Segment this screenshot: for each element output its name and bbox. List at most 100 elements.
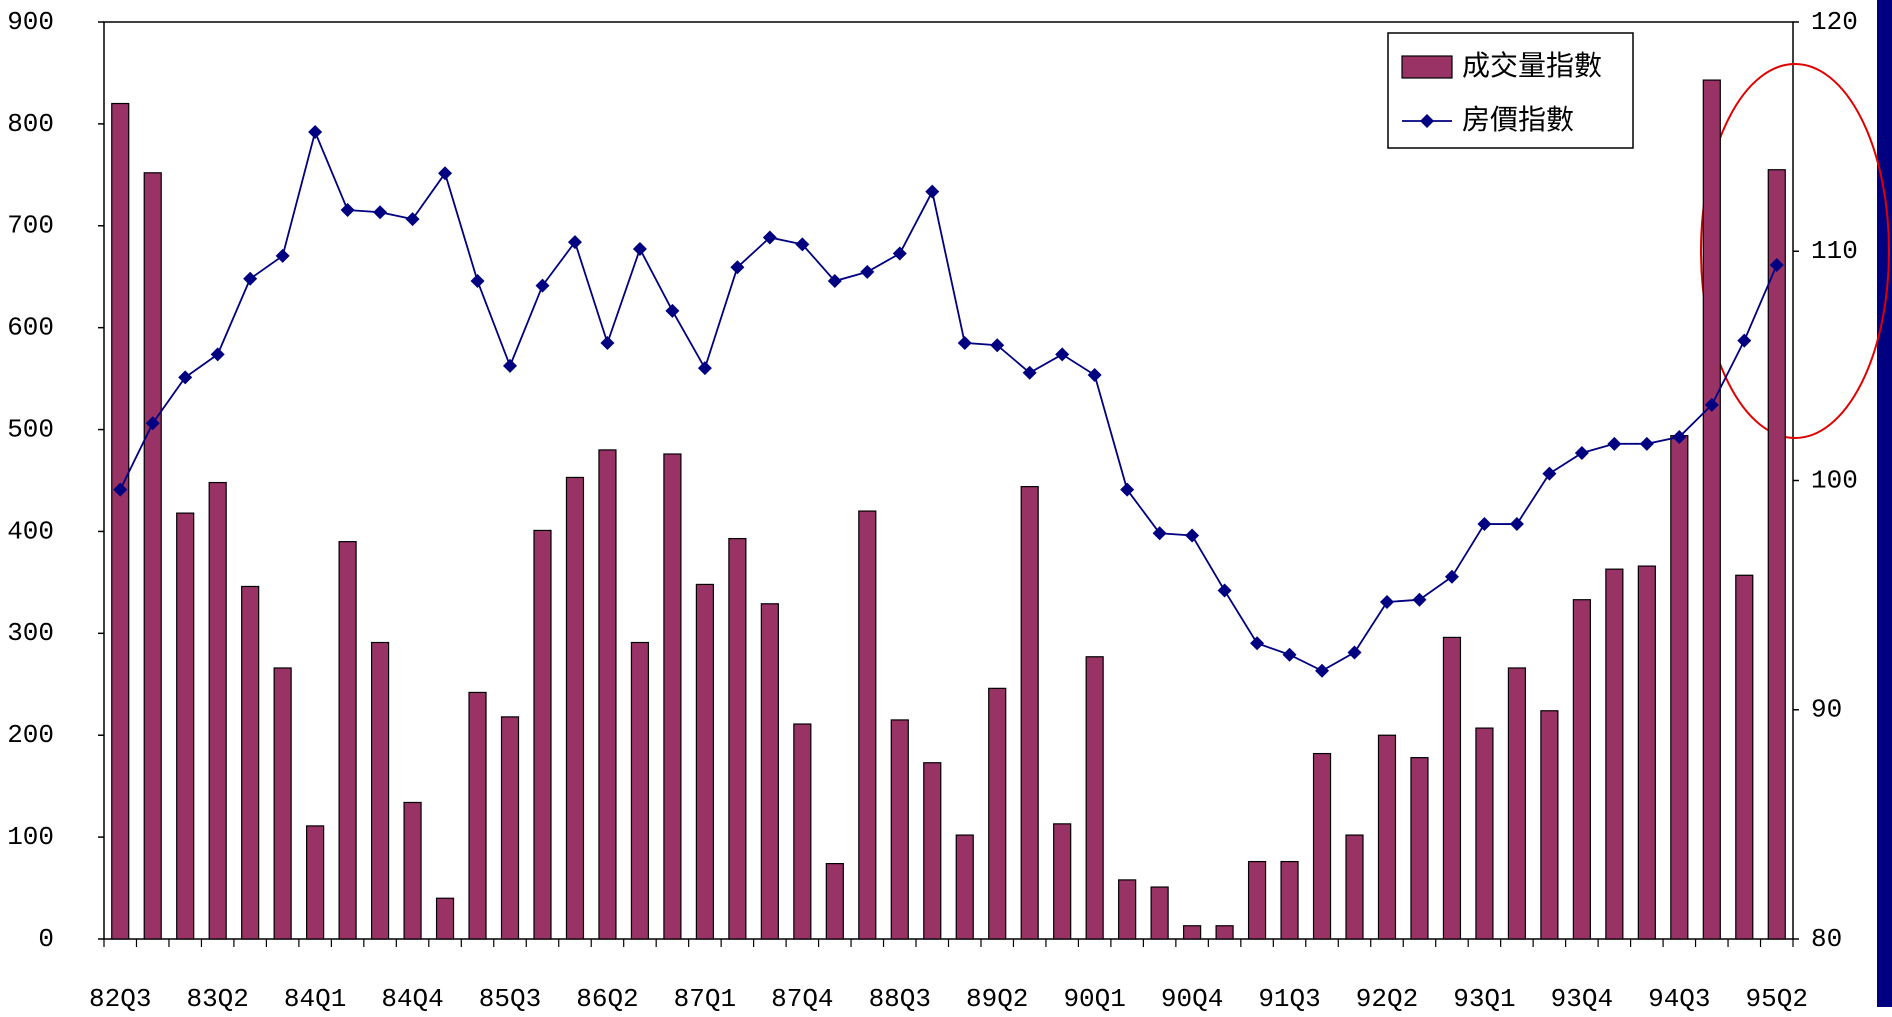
bar [273, 667, 292, 940]
marker [535, 278, 550, 293]
y2-tick-label: 80 [1811, 924, 1842, 954]
marker [762, 230, 777, 245]
legend-label: 房價指數 [1462, 103, 1574, 136]
y-tick-label: 400 [7, 516, 54, 546]
bar [663, 453, 682, 940]
bar [1345, 834, 1364, 940]
marker [1315, 663, 1330, 678]
marker [925, 184, 940, 199]
y-tick-label: 100 [7, 822, 54, 852]
marker [470, 274, 485, 289]
bar [1767, 169, 1786, 940]
marker [1185, 528, 1200, 543]
marker [730, 260, 745, 275]
y2-tick-label: 90 [1811, 695, 1842, 725]
bar [695, 583, 714, 940]
bar [241, 585, 260, 940]
bar [1053, 823, 1072, 940]
legend-label: 成交量指數 [1462, 49, 1602, 82]
x-tick-label: 93Q1 [1453, 984, 1515, 1014]
marker [1737, 333, 1752, 348]
bar [176, 512, 195, 940]
x-tick-label: 82Q3 [89, 984, 151, 1014]
bar [143, 172, 162, 940]
x-tick-label: 85Q3 [479, 984, 541, 1014]
marker [1120, 482, 1135, 497]
x-tick-label: 84Q4 [381, 984, 443, 1014]
bar [1183, 925, 1202, 940]
marker [957, 335, 972, 350]
bar [306, 825, 325, 940]
bar [1637, 565, 1656, 940]
bar [1507, 667, 1527, 940]
bar [1247, 860, 1267, 940]
marker [1379, 595, 1394, 610]
y-tick-label: 600 [7, 313, 54, 343]
x-tick-label: 90Q4 [1161, 984, 1223, 1014]
marker [1769, 258, 1784, 273]
x-tick-label: 89Q2 [966, 984, 1028, 1014]
marker [665, 303, 680, 318]
bar [955, 834, 974, 940]
bar [1702, 79, 1721, 940]
marker [1217, 583, 1232, 598]
marker [178, 370, 193, 385]
bar [435, 897, 455, 940]
marker [438, 166, 453, 181]
marker [990, 338, 1005, 353]
bar [1118, 879, 1137, 940]
marker [1542, 466, 1557, 481]
marker [892, 246, 907, 261]
bar [468, 691, 487, 940]
bar [728, 537, 747, 940]
bar [793, 723, 812, 940]
marker [503, 358, 518, 373]
marker [1055, 347, 1070, 362]
marker [1574, 445, 1589, 460]
x-tick-label: 93Q4 [1551, 984, 1613, 1014]
legend-marker [1420, 114, 1434, 128]
bar [1312, 752, 1332, 940]
x-tick-label: 86Q2 [576, 984, 638, 1014]
bar [1735, 574, 1754, 940]
marker [1282, 647, 1297, 662]
bar [630, 641, 650, 940]
marker [860, 264, 875, 279]
bar [1280, 860, 1299, 940]
marker [1509, 517, 1524, 532]
bar [858, 510, 877, 940]
y-tick-label: 900 [7, 7, 54, 37]
x-tick-label: 95Q2 [1746, 984, 1808, 1014]
bar [890, 719, 909, 940]
edge-strip [1877, 0, 1892, 1007]
x-tick-label: 91Q3 [1258, 984, 1320, 1014]
marker [1672, 429, 1687, 444]
bar [111, 102, 130, 940]
marker [1639, 436, 1654, 451]
bar [1085, 656, 1104, 940]
x-tick-label: 84Q1 [284, 984, 346, 1014]
bar [1670, 435, 1689, 940]
bar [988, 687, 1007, 940]
marker [1607, 436, 1622, 451]
x-tick-label: 94Q3 [1648, 984, 1710, 1014]
y-tick-label: 0 [38, 924, 54, 954]
bar [1475, 727, 1494, 940]
marker [1347, 645, 1362, 660]
legend-box [1387, 32, 1634, 149]
marker [1152, 526, 1167, 541]
y-tick-label: 500 [7, 414, 54, 444]
bar [1572, 599, 1591, 940]
bar [1020, 486, 1039, 940]
x-tick-label: 88Q3 [869, 984, 931, 1014]
bar [923, 762, 942, 940]
bar [338, 541, 357, 940]
plot-frame [103, 21, 1794, 940]
marker [795, 237, 810, 252]
y-tick-label: 800 [7, 109, 54, 139]
marker [373, 205, 388, 220]
y2-tick-label: 100 [1811, 465, 1858, 495]
marker [1704, 397, 1719, 412]
marker [275, 248, 290, 263]
marker [1444, 569, 1459, 584]
